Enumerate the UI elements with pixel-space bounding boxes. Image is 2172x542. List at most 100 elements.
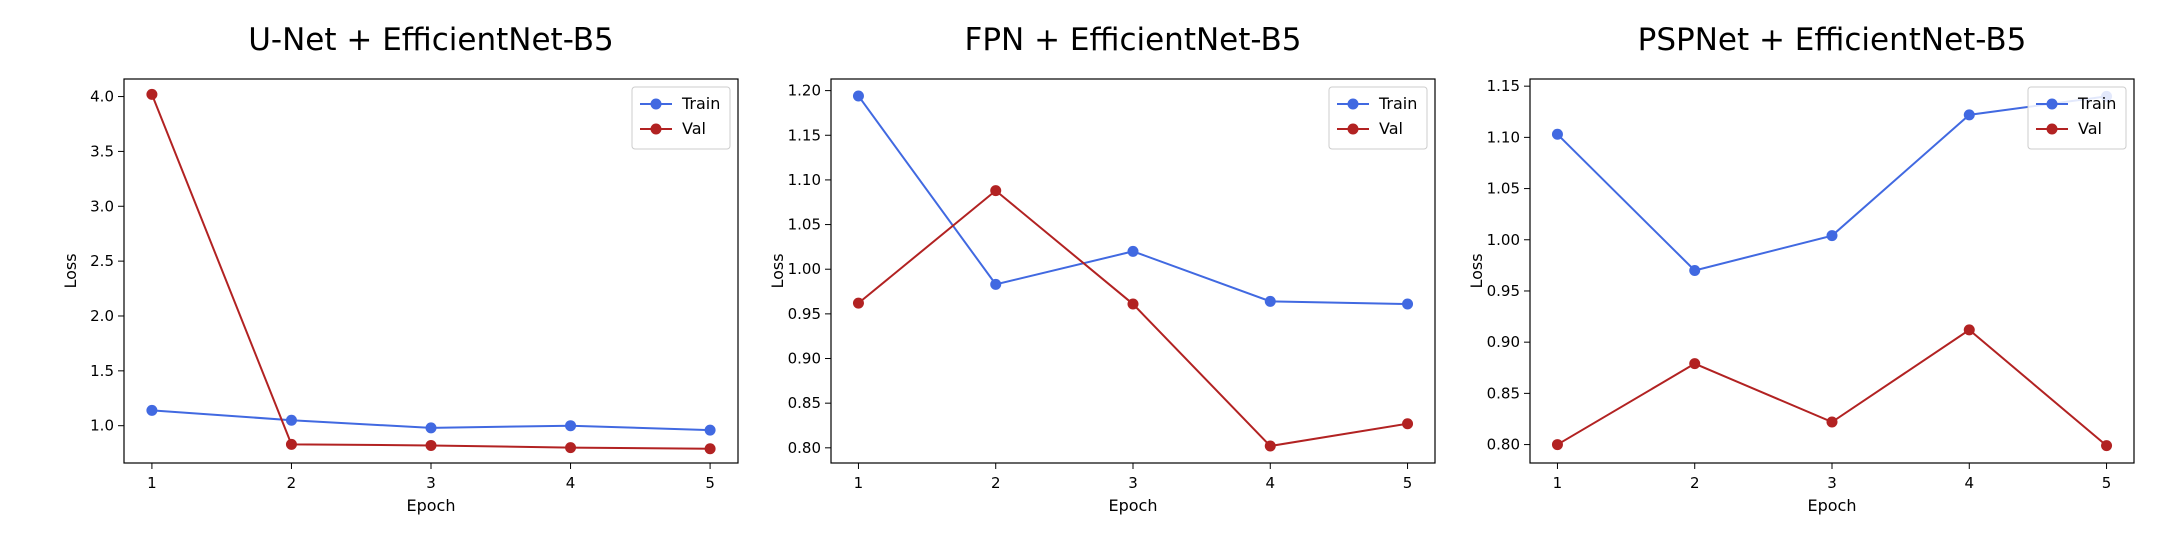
data-point	[990, 185, 1002, 197]
data-point	[2101, 440, 2113, 452]
series-val	[146, 88, 716, 455]
legend-entry: Val	[1379, 119, 1403, 138]
x-axis-label: Epoch	[1109, 496, 1158, 515]
data-point	[1826, 230, 1838, 242]
data-point	[852, 297, 864, 309]
data-point	[285, 414, 297, 426]
data-point	[285, 438, 297, 450]
y-axis-label: Loss	[61, 253, 80, 288]
data-point	[1264, 440, 1276, 452]
y-tick-label: 1.05	[788, 216, 821, 234]
legend-marker	[2046, 123, 2058, 135]
data-point	[990, 278, 1002, 290]
data-point	[1551, 439, 1563, 451]
x-tick-label: 2	[991, 474, 1001, 492]
y-tick-label: 3.5	[90, 142, 114, 160]
chart-1: U-Net + EfficientNet-B5 1 2 3 4 5 1.0 1.5 2.0 2.5…	[61, 22, 739, 515]
legend-entry: Train	[681, 94, 720, 113]
data-point	[1551, 128, 1563, 140]
legend-entry: Train	[2077, 94, 2116, 113]
legend-marker	[650, 98, 662, 110]
y-tick-label: 0.95	[1487, 282, 1520, 300]
series-train	[852, 90, 1414, 310]
x-tick-label: 1	[1553, 474, 1563, 492]
y-tick-label: 1.10	[1487, 128, 1520, 146]
y-axis-label: Loss	[768, 253, 787, 288]
x-axis-label: Epoch	[407, 496, 456, 515]
legend-entry: Train	[1378, 94, 1417, 113]
chart-2: FPN + EfficientNet-B5 1 2 3 4 5 0.80 0.85 0.90 0.…	[768, 22, 1436, 515]
data-point	[704, 443, 716, 455]
legend-entry: Val	[682, 119, 706, 138]
data-point	[1127, 245, 1139, 257]
legend: Train Val	[2027, 86, 2127, 150]
series-line	[150, 93, 711, 450]
legend: Train Val	[631, 86, 731, 150]
data-point	[1963, 109, 1975, 121]
x-axis-label: Epoch	[1808, 496, 1857, 515]
data-point	[1689, 264, 1701, 276]
series-train	[146, 404, 716, 436]
x-tick-label: 5	[1403, 474, 1413, 492]
data-point	[1689, 358, 1701, 370]
y-tick-label: 0.85	[1487, 384, 1520, 402]
series-line	[1556, 328, 2108, 447]
x-tick-label: 3	[426, 474, 436, 492]
y-tick-label: 0.90	[788, 350, 821, 368]
x-tick-label: 5	[705, 474, 715, 492]
legend: Train Val	[1328, 86, 1428, 150]
y-axis-label: Loss	[1467, 253, 1486, 288]
data-point	[425, 422, 437, 434]
data-point	[1826, 416, 1838, 428]
legend-marker	[1347, 98, 1359, 110]
y-tick-label: 0.80	[1487, 436, 1520, 454]
data-point	[704, 424, 716, 436]
y-tick-label: 3.0	[90, 197, 114, 215]
y-tick-label: 1.00	[788, 260, 821, 278]
x-tick-label: 3	[1827, 474, 1837, 492]
data-point	[1127, 298, 1139, 310]
x-tick-label: 5	[2102, 474, 2112, 492]
x-tick-label: 4	[1964, 474, 1974, 492]
x-tick-label: 4	[1265, 474, 1275, 492]
legend-marker	[2046, 98, 2058, 110]
data-point	[146, 404, 158, 416]
y-tick-label: 1.20	[788, 82, 821, 100]
x-tick-label: 4	[566, 474, 576, 492]
chart-title: U-Net + EfficientNet-B5	[248, 22, 614, 58]
y-tick-label: 0.90	[1487, 333, 1520, 351]
series-line	[857, 189, 1408, 448]
y-tick-label: 1.05	[1487, 180, 1520, 198]
legend-entry: Val	[2078, 119, 2102, 138]
y-tick-label: 0.85	[788, 394, 821, 412]
y-tick-label: 0.95	[788, 305, 821, 323]
y-tick-label: 1.5	[90, 362, 114, 380]
series-line	[857, 95, 1408, 306]
x-tick-label: 2	[287, 474, 297, 492]
x-tick-label: 3	[1128, 474, 1138, 492]
legend-marker	[1347, 123, 1359, 135]
data-point	[852, 90, 864, 102]
data-point	[425, 439, 437, 451]
x-tick-label: 1	[854, 474, 864, 492]
y-tick-label: 0.80	[788, 439, 821, 457]
data-point	[565, 420, 577, 432]
data-point	[1264, 295, 1276, 307]
data-point	[565, 442, 577, 454]
data-point	[1402, 418, 1414, 430]
data-point	[1963, 324, 1975, 336]
data-point	[146, 88, 158, 100]
y-tick-label: 2.0	[90, 307, 114, 325]
y-tick-label: 1.10	[788, 171, 821, 189]
series-val	[1551, 324, 2113, 452]
y-tick-label: 4.0	[90, 88, 114, 106]
y-tick-label: 1.00	[1487, 231, 1520, 249]
y-tick-label: 2.5	[90, 252, 114, 270]
series-line	[1556, 95, 2107, 272]
x-tick-label: 2	[1690, 474, 1700, 492]
x-tick-label: 1	[147, 474, 157, 492]
chart-3: PSPNet + EfficientNet-B5 1 2 3 4 5 0.80 0.85 0.9…	[1467, 22, 2135, 515]
chart-title: FPN + EfficientNet-B5	[965, 22, 1302, 58]
chart-title: PSPNet + EfficientNet-B5	[1638, 22, 2027, 58]
